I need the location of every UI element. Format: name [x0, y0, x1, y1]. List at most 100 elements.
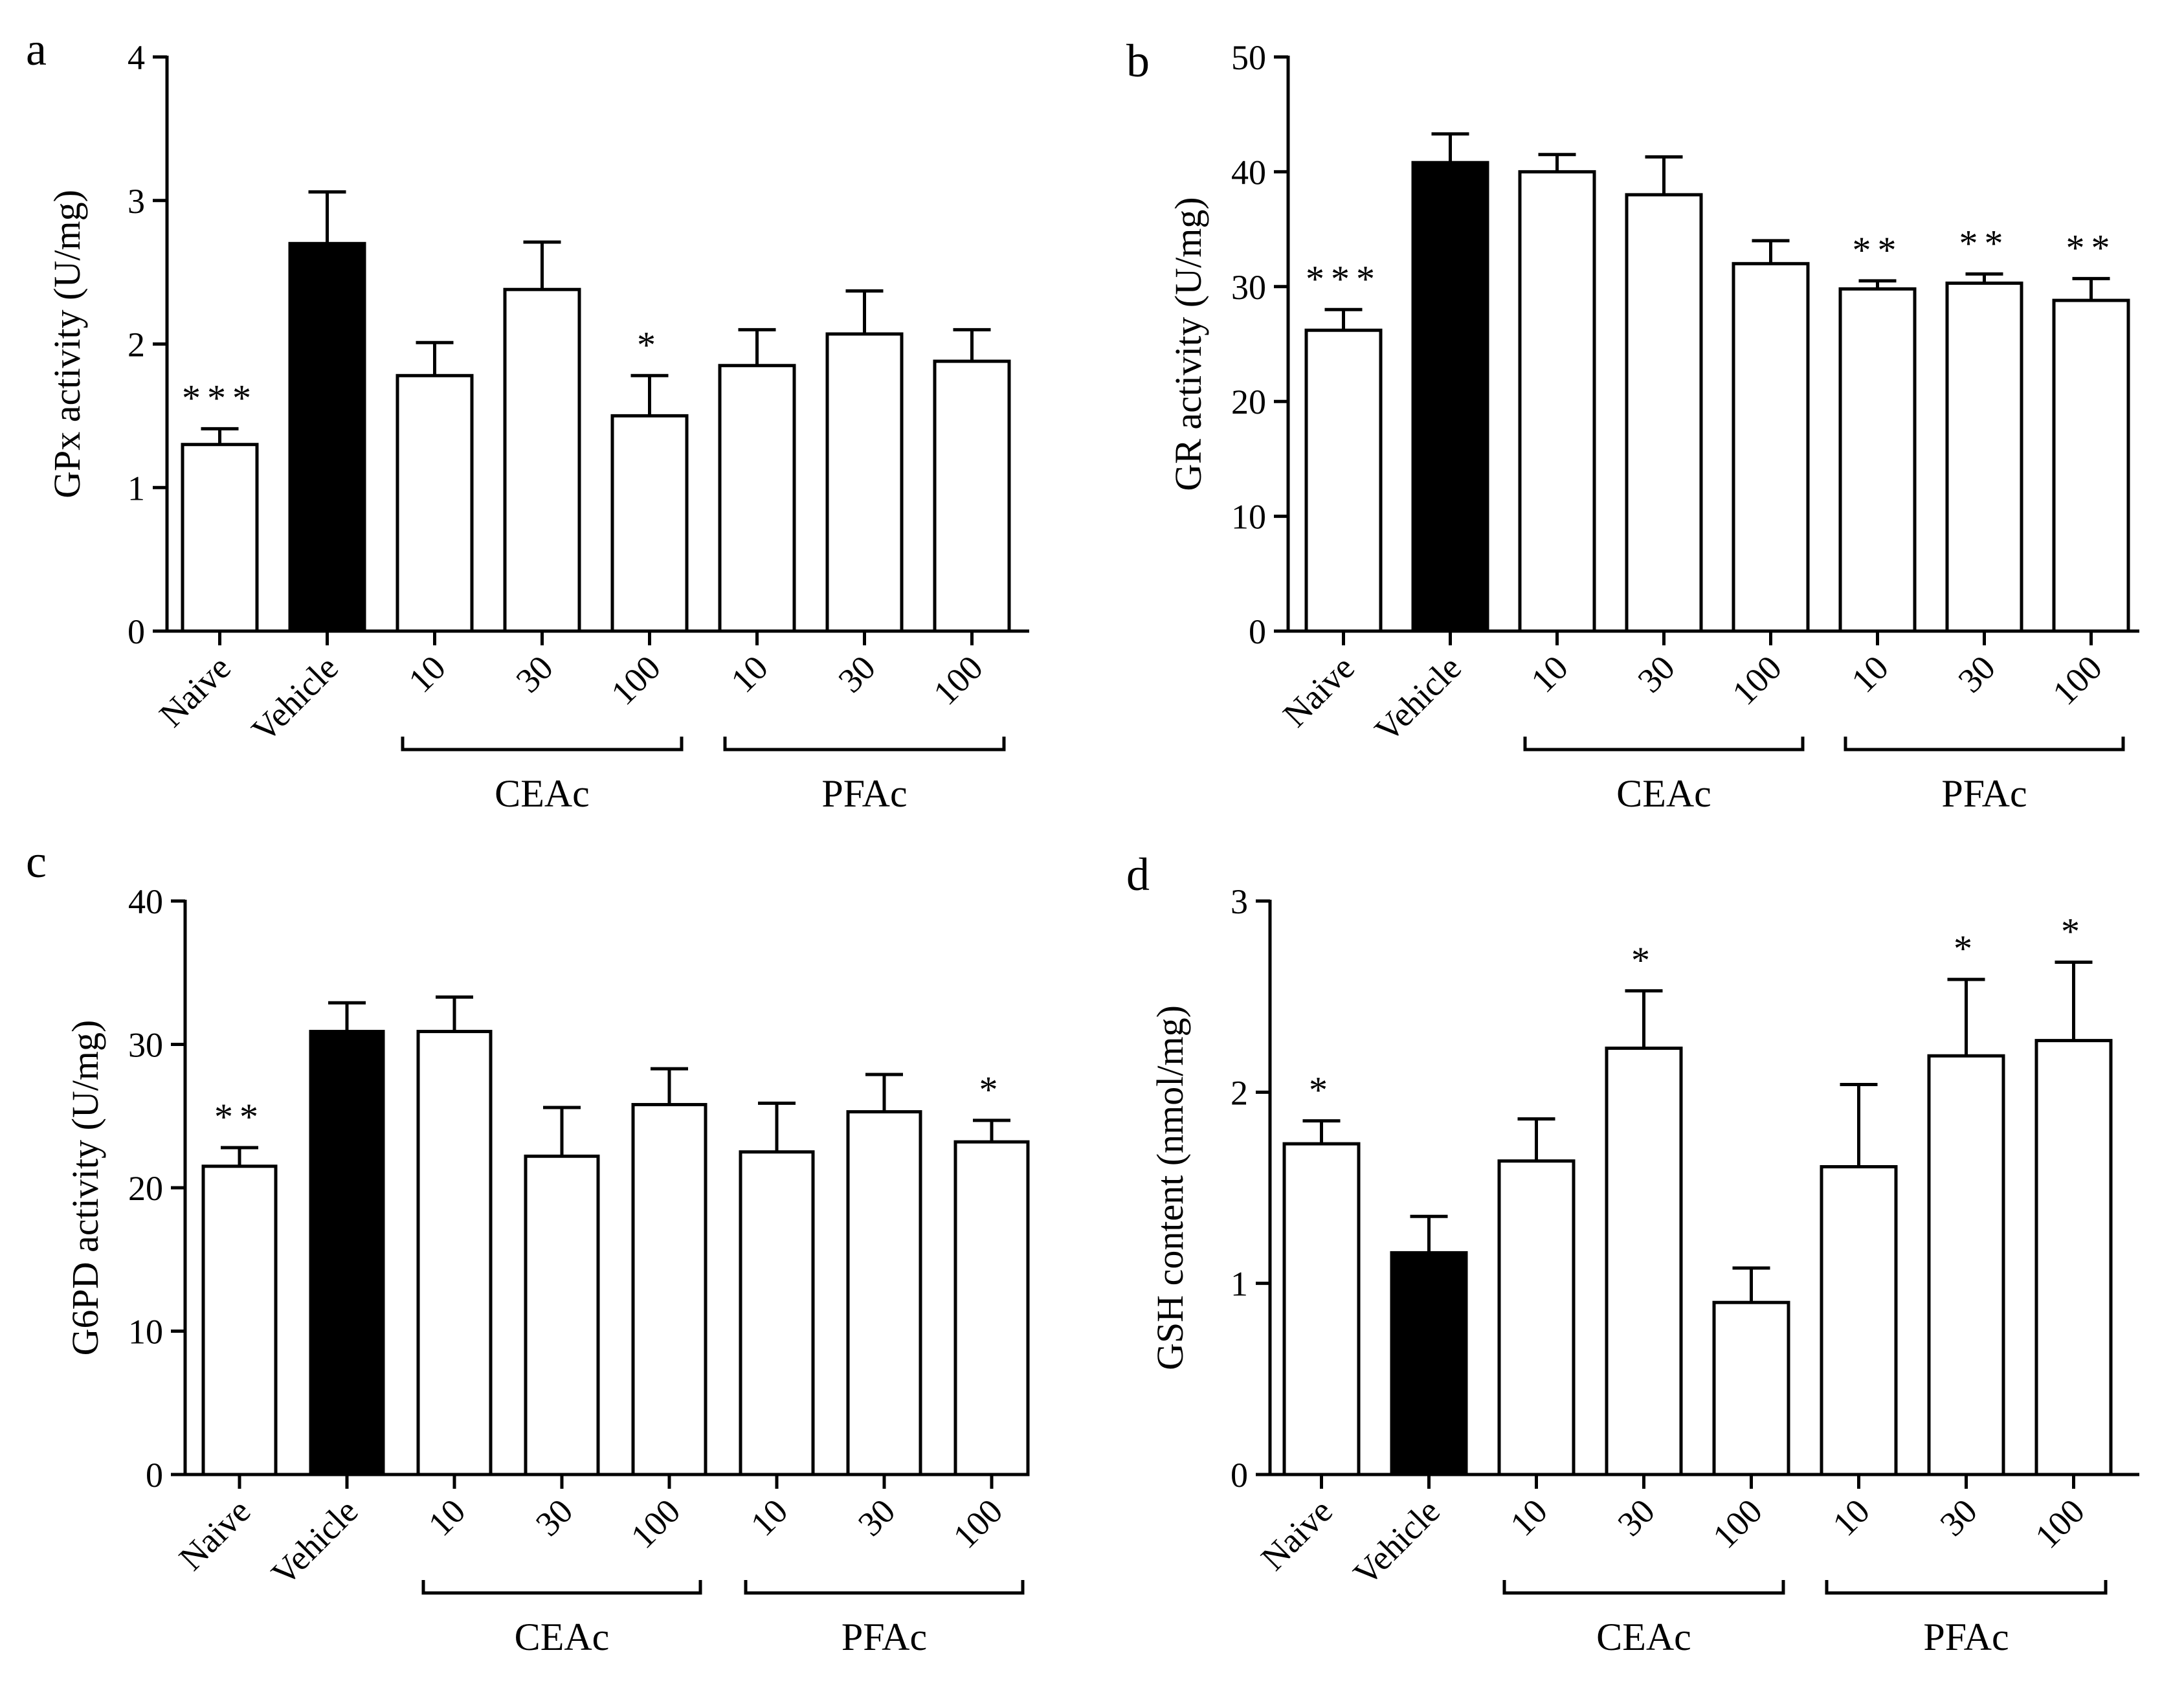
group-bracket — [744, 1580, 1025, 1595]
group-label-ceac: CEAc — [1596, 1616, 1691, 1658]
bar-100 — [933, 359, 1011, 633]
x-tick-label: Naive — [1253, 1491, 1340, 1578]
x-tick-label: Naive — [1275, 648, 1362, 735]
panel-letter: c — [26, 836, 47, 887]
y-tick-label: 3 — [128, 182, 145, 221]
x-tick-label: 100 — [2045, 648, 2110, 713]
y-tick-label: 10 — [128, 1313, 163, 1352]
bar-30 — [524, 1154, 600, 1476]
bar-30 — [1945, 281, 2023, 633]
x-tick-label: 30 — [830, 648, 883, 700]
significance-label: * — [979, 1069, 1005, 1111]
x-tick-label: 30 — [508, 648, 561, 700]
significance-label: ** — [2066, 227, 2117, 269]
bar-30 — [1927, 1054, 2005, 1476]
bar-vehicle — [1411, 161, 1489, 633]
y-tick-label: 2 — [128, 326, 145, 364]
x-tick-label: 10 — [1523, 648, 1576, 700]
significance-label: ** — [1959, 222, 2010, 264]
y-tick-label: 0 — [1231, 1456, 1248, 1495]
bar-100 — [953, 1140, 1030, 1476]
bar-100 — [2034, 1039, 2113, 1476]
x-tick-label: 30 — [1932, 1491, 1985, 1544]
group-label-pfac: PFAc — [1941, 772, 2027, 815]
x-tick-label: 100 — [1705, 1491, 1770, 1556]
y-axis-label: G6PD activity (U/mg) — [64, 1020, 106, 1356]
x-tick-label: 10 — [401, 648, 453, 700]
bar-30 — [1625, 193, 1703, 633]
group-bracket — [723, 737, 1006, 751]
x-tick-label: 10 — [1844, 648, 1896, 700]
bar-30 — [846, 1110, 922, 1476]
x-tick-label: Naive — [172, 1491, 258, 1578]
x-tick-label: 30 — [1950, 648, 2003, 700]
bar-100 — [1712, 1300, 1790, 1476]
group-label-pfac: PFAc — [841, 1616, 927, 1658]
y-tick-label: 40 — [1231, 153, 1266, 192]
group-label-ceac: CEAc — [495, 772, 590, 815]
bar-30 — [825, 332, 904, 633]
bar-vehicle — [309, 1030, 385, 1476]
x-tick-label: 30 — [528, 1491, 581, 1544]
x-tick-label: 100 — [926, 648, 990, 713]
bar-30 — [503, 287, 581, 633]
significance-label: * — [637, 324, 662, 366]
y-tick-label: 1 — [1231, 1265, 1248, 1304]
chart-panel-d: d 0 1 2 3 GSH content (nmol/mg) * Naive Vehicle 1… — [1126, 849, 2139, 1658]
group-label-ceac: CEAc — [1616, 772, 1711, 815]
group-bracket — [1844, 737, 2125, 751]
chart-panel-b: b 0 10 20 30 40 50 GR activity (U/mg) *** Naive Ve… — [1126, 35, 2139, 815]
significance-label: * — [2061, 911, 2086, 953]
group-label-pfac: PFAc — [821, 772, 907, 815]
significance-label: ** — [214, 1096, 265, 1138]
y-tick-label: 20 — [1231, 383, 1266, 421]
chart-panel-a: a 0 1 2 3 4 GPx activity (U/mg) *** Naive Vehicle… — [26, 23, 1029, 815]
x-tick-label: Naive — [151, 648, 238, 735]
y-axis-label: GPx activity (U/mg) — [46, 190, 88, 498]
x-tick-label: 10 — [743, 1491, 796, 1544]
x-tick-label: 30 — [851, 1491, 903, 1544]
group-label-ceac: CEAc — [515, 1616, 610, 1658]
y-tick-label: 20 — [128, 1169, 163, 1208]
y-tick-label: 0 — [128, 612, 145, 651]
x-tick-label: Vehicle — [264, 1491, 366, 1593]
bar-10 — [718, 364, 796, 633]
group-bracket — [1523, 737, 1805, 751]
group-bracket — [1502, 1580, 1785, 1595]
x-tick-label: 10 — [1502, 1491, 1555, 1544]
y-tick-label: 50 — [1231, 38, 1266, 77]
y-tick-label: 2 — [1231, 1073, 1248, 1112]
x-tick-label: 10 — [723, 648, 775, 700]
significance-label: ** — [1853, 229, 1903, 271]
bar-10 — [1820, 1165, 1898, 1476]
x-tick-label: 30 — [1630, 648, 1682, 700]
group-bracket — [421, 1580, 702, 1595]
x-tick-label: 10 — [1825, 1491, 1877, 1544]
x-tick-label: Vehicle — [1367, 648, 1469, 750]
y-tick-label: 30 — [128, 1026, 163, 1065]
y-tick-label: 3 — [1231, 882, 1248, 921]
y-axis-label: GSH content (nmol/mg) — [1149, 1005, 1191, 1370]
bar-vehicle — [288, 241, 366, 633]
y-tick-label: 1 — [128, 469, 145, 507]
x-tick-label: 10 — [421, 1491, 473, 1544]
significance-label: * — [1631, 939, 1656, 981]
bar-100 — [610, 414, 689, 633]
y-tick-label: 30 — [1231, 268, 1266, 307]
bar-naive — [1282, 1142, 1361, 1476]
bar-10 — [739, 1150, 815, 1476]
bar-naive — [1304, 328, 1383, 633]
bar-100 — [631, 1103, 708, 1476]
y-tick-label: 40 — [128, 882, 163, 921]
bar-naive — [181, 443, 259, 633]
y-tick-label: 4 — [128, 38, 145, 77]
x-tick-label: 100 — [2027, 1491, 2092, 1556]
group-label-pfac: PFAc — [1923, 1616, 2009, 1658]
group-bracket — [401, 737, 684, 751]
bar-10 — [1497, 1159, 1576, 1476]
x-tick-label: 100 — [946, 1491, 1010, 1556]
panel-letter: b — [1126, 35, 1150, 87]
panel-letter: a — [26, 23, 47, 75]
x-tick-label: Vehicle — [1346, 1491, 1447, 1593]
